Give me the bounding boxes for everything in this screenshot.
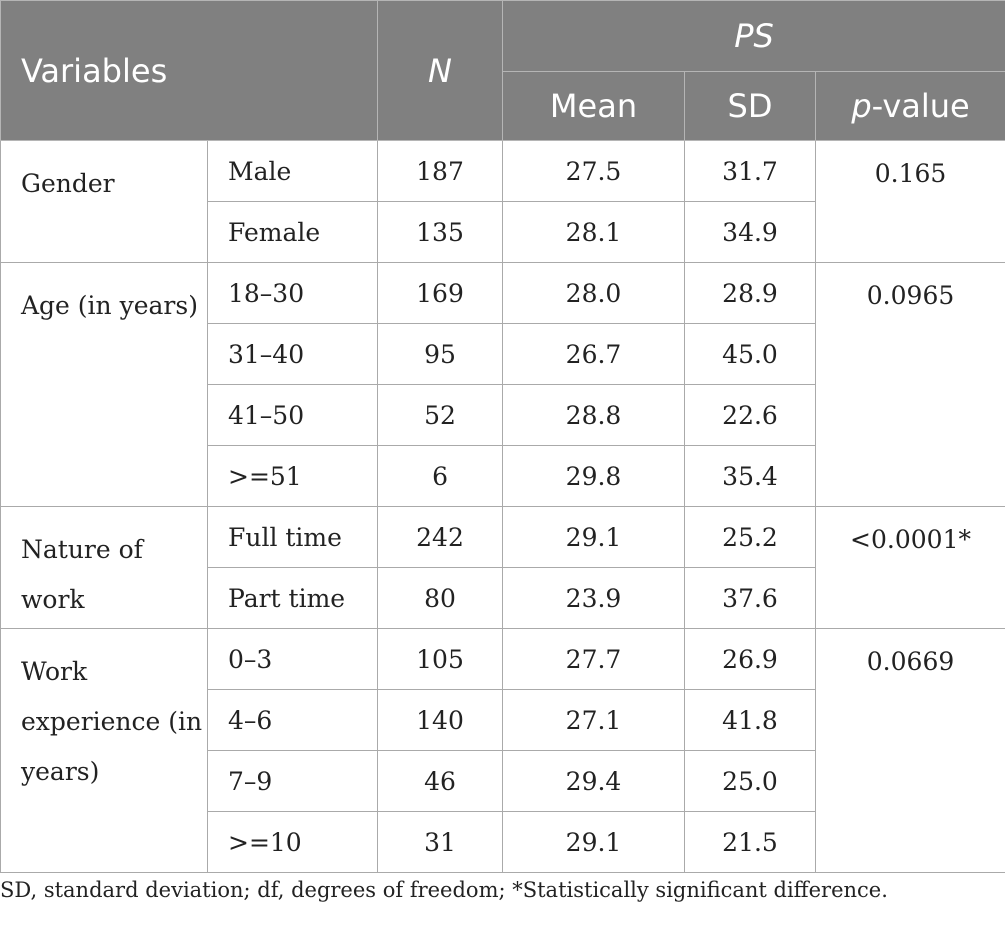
group-name: Age (in years): [0, 262, 208, 507]
sd-cell: 34.9: [684, 201, 817, 263]
mean-cell: 27.5: [502, 140, 686, 202]
table-row: Work experience (in years) 0–3 105 27.7 26.9…: [0, 628, 1005, 873]
mean-cell: 26.7: [502, 323, 686, 385]
p-value-cell: <0.0001*: [815, 506, 1005, 629]
n-cell: 135: [377, 201, 504, 263]
header-p-italic: p: [851, 87, 872, 125]
n-cell: 31: [377, 811, 504, 873]
sd-cell: 25.0: [684, 750, 817, 812]
table-row: Gender Male 187 27.5 31.7 0.165: [0, 140, 1005, 263]
n-cell: 95: [377, 323, 504, 385]
group-name: Work experience (in years): [0, 628, 208, 873]
mean-cell: 29.1: [502, 506, 686, 568]
level-cell: Female: [206, 201, 379, 263]
level-cell: Part time: [206, 567, 379, 629]
header-p-value: p-value: [815, 71, 1005, 141]
header-p-rest: -value: [871, 87, 970, 125]
sd-cell: 41.8: [684, 689, 817, 751]
level-cell: 0–3: [206, 628, 379, 690]
sd-cell: 45.0: [684, 323, 817, 385]
header-sd: SD: [684, 71, 817, 141]
table-row: 41–50 52 28.8 22.6: [1, 384, 1005, 446]
mean-cell: 23.9: [502, 567, 686, 629]
n-cell: 105: [377, 628, 504, 690]
header-variables: Variables: [0, 0, 379, 141]
mean-cell: 27.1: [502, 689, 686, 751]
n-cell: 46: [377, 750, 504, 812]
level-cell: 31–40: [206, 323, 379, 385]
table-row: >=51 6 29.8 35.4: [1, 445, 1005, 507]
mean-cell: 29.4: [502, 750, 686, 812]
group-name: Nature of work: [0, 506, 208, 629]
p-value-cell: 0.165: [815, 140, 1005, 263]
sd-cell: 22.6: [684, 384, 817, 446]
sd-cell: 25.2: [684, 506, 817, 568]
level-cell: >=51: [206, 445, 379, 507]
group-name: Gender: [0, 140, 208, 263]
n-cell: 242: [377, 506, 504, 568]
sd-cell: 37.6: [684, 567, 817, 629]
p-value-cell: 0.0965: [815, 262, 1005, 507]
mean-cell: 28.1: [502, 201, 686, 263]
level-cell: >=10: [206, 811, 379, 873]
n-cell: 169: [377, 262, 504, 324]
table-row: Part time 80 23.9 37.6: [1, 567, 1005, 629]
mean-cell: 28.8: [502, 384, 686, 446]
level-cell: 7–9: [206, 750, 379, 812]
table-footnote: SD, standard deviation; df, degrees of f…: [0, 878, 888, 902]
table-row: 4–6 140 27.1 41.8: [1, 689, 1005, 751]
n-cell: 6: [377, 445, 504, 507]
sd-cell: 28.9: [684, 262, 817, 324]
sd-cell: 35.4: [684, 445, 817, 507]
header-mean: Mean: [502, 71, 686, 141]
mean-cell: 29.8: [502, 445, 686, 507]
mean-cell: 28.0: [502, 262, 686, 324]
header-ps: PS: [502, 0, 1005, 72]
level-cell: 18–30: [206, 262, 379, 324]
sd-cell: 21.5: [684, 811, 817, 873]
header-n: N: [377, 0, 504, 141]
level-cell: 4–6: [206, 689, 379, 751]
n-cell: 52: [377, 384, 504, 446]
results-table: Variables N PS Mean SD p-value Gender Mal…: [0, 0, 1005, 873]
mean-cell: 27.7: [502, 628, 686, 690]
level-cell: Full time: [206, 506, 379, 568]
n-cell: 80: [377, 567, 504, 629]
n-cell: 140: [377, 689, 504, 751]
mean-cell: 29.1: [502, 811, 686, 873]
level-cell: Male: [206, 140, 379, 202]
level-cell: 41–50: [206, 384, 379, 446]
table-row: Age (in years) 18–30 169 28.0 28.9 0.0965: [0, 262, 1005, 507]
n-cell: 187: [377, 140, 504, 202]
p-value-cell: 0.0669: [815, 628, 1005, 873]
sd-cell: 31.7: [684, 140, 817, 202]
sd-cell: 26.9: [684, 628, 817, 690]
table-row: >=10 31 29.1 21.5: [1, 811, 1005, 873]
table-row: Nature of work Full time 242 29.1 25.2 <0.000…: [0, 506, 1005, 629]
table-body: Gender Male 187 27.5 31.7 0.165 Female 135 28.1 3…: [0, 140, 1005, 873]
